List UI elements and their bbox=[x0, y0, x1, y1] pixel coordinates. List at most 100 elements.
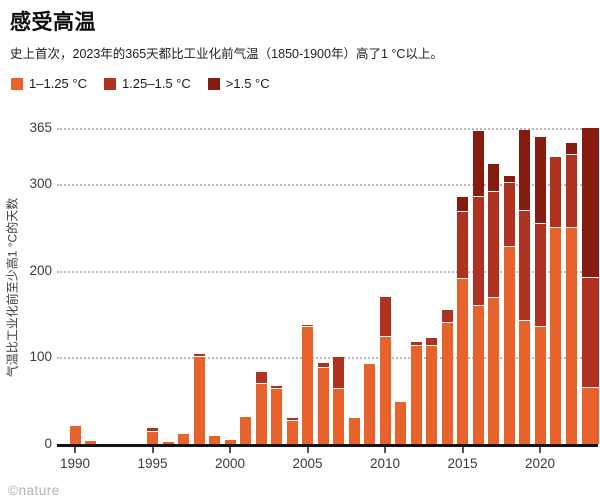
xtick-2015 bbox=[461, 447, 464, 453]
legend-label: 1.25–1.5 °C bbox=[121, 76, 191, 91]
legend: 1–1.25 °C 1.25–1.5 °C >1.5 °C bbox=[11, 76, 287, 91]
bar-segment-2019-series0 bbox=[519, 321, 530, 444]
legend-swatch-icon bbox=[103, 77, 116, 90]
bar-segment-2013-series1 bbox=[426, 337, 437, 347]
bar-2021 bbox=[550, 156, 561, 444]
bar-segment-2007-series1 bbox=[333, 357, 344, 390]
bar-segment-2006-series0 bbox=[317, 367, 329, 444]
xtick-label-2000: 2000 bbox=[214, 456, 246, 471]
bar-segment-2003-series1 bbox=[271, 386, 282, 389]
bar-2007 bbox=[333, 357, 344, 444]
bar-segment-2007-series0 bbox=[333, 389, 344, 444]
xtick-label-2005: 2005 bbox=[292, 456, 323, 471]
xtick-2010 bbox=[384, 447, 386, 453]
bar-2011 bbox=[395, 402, 406, 444]
bar-segment-2017-series0 bbox=[488, 297, 499, 444]
bar-segment-2015-series1 bbox=[457, 211, 468, 280]
ytick-label-0: 0 bbox=[44, 436, 52, 451]
bar-segment-1990-series0 bbox=[69, 425, 81, 444]
ytick-label-365: 365 bbox=[29, 120, 52, 135]
bar-segment-2016-series1 bbox=[472, 197, 484, 307]
bar-2015 bbox=[457, 197, 468, 444]
bar-segment-2015-series2 bbox=[457, 197, 468, 212]
xtick-label-2020: 2020 bbox=[524, 456, 556, 471]
bar-segment-2017-series1 bbox=[488, 192, 499, 298]
legend-item-1: 1.25–1.5 °C bbox=[103, 76, 191, 91]
bar-segment-2019-series2 bbox=[519, 129, 530, 212]
chart-subtitle: 史上首次，2023年的365天都比工业化前气温（1850-1900年）高了1 °… bbox=[10, 47, 443, 61]
bar-segment-2005-series0 bbox=[302, 327, 313, 444]
bar-2005 bbox=[302, 324, 313, 444]
bar-segment-2005-series1 bbox=[302, 324, 313, 328]
bar-segment-2000-series0 bbox=[224, 439, 236, 444]
bar-2001 bbox=[240, 417, 251, 444]
bar-segment-2023-series2 bbox=[582, 128, 599, 278]
gridline-100 bbox=[57, 357, 598, 360]
legend-swatch-icon bbox=[11, 77, 23, 90]
bar-segment-2013-series0 bbox=[426, 346, 437, 444]
bar-1998 bbox=[193, 353, 205, 444]
bar-segment-1996-series0 bbox=[162, 442, 174, 444]
bar-segment-1998-series0 bbox=[193, 357, 205, 444]
bar-segment-2022-series1 bbox=[565, 154, 577, 228]
legend-item-2: >1.5 °C bbox=[207, 76, 270, 91]
gridline-365 bbox=[57, 128, 598, 130]
bar-segment-2009-series1 bbox=[364, 362, 375, 365]
bar-2000 bbox=[224, 439, 236, 444]
bar-segment-2003-series0 bbox=[271, 388, 282, 444]
bar-2017 bbox=[488, 163, 499, 445]
bar-segment-2020-series0 bbox=[534, 327, 546, 444]
bar-2014 bbox=[441, 309, 453, 444]
bar-2008 bbox=[348, 418, 360, 444]
bar-segment-2018-series0 bbox=[503, 247, 515, 444]
bar-2018 bbox=[503, 176, 515, 444]
bar-segment-2023-series1 bbox=[582, 277, 599, 388]
legend-label: >1.5 °C bbox=[225, 76, 270, 91]
x-axis-line bbox=[57, 444, 598, 447]
bar-2023 bbox=[582, 128, 599, 444]
chart-title: 感受高温 bbox=[10, 11, 96, 34]
bar-segment-2022-series0 bbox=[565, 227, 577, 444]
bar-segment-2016-series0 bbox=[472, 306, 484, 444]
xtick-label-2015: 2015 bbox=[447, 456, 478, 471]
ytick-label-200: 200 bbox=[29, 262, 52, 278]
bar-segment-2012-series0 bbox=[410, 346, 422, 444]
gridline-200 bbox=[57, 270, 598, 273]
bar-segment-2018-series2 bbox=[503, 176, 515, 183]
bar-segment-2021-series1 bbox=[550, 156, 561, 228]
bar-1995 bbox=[147, 428, 158, 444]
bar-segment-1995-series0 bbox=[147, 431, 158, 444]
bar-segment-2016-series2 bbox=[472, 131, 484, 198]
xtick-2020 bbox=[539, 447, 541, 453]
bar-1991 bbox=[85, 441, 96, 444]
bar-segment-2002-series0 bbox=[255, 384, 267, 444]
xtick-1990 bbox=[74, 447, 76, 453]
bar-2022 bbox=[565, 142, 577, 444]
bar-segment-2019-series1 bbox=[519, 211, 530, 322]
bar-2019 bbox=[519, 129, 530, 444]
bar-segment-2014-series1 bbox=[441, 309, 453, 323]
bar-segment-2014-series0 bbox=[441, 322, 453, 444]
bar-2010 bbox=[379, 296, 391, 444]
bar-segment-2020-series1 bbox=[534, 224, 546, 328]
legend-label: 1–1.25 °C bbox=[29, 76, 87, 91]
bar-segment-2022-series2 bbox=[565, 142, 577, 155]
gridline-300 bbox=[57, 184, 598, 187]
bar-2020 bbox=[534, 136, 546, 444]
xtick-2005 bbox=[306, 447, 309, 453]
bar-1997 bbox=[178, 433, 189, 444]
bar-segment-2001-series0 bbox=[240, 417, 251, 444]
bar-segment-2004-series0 bbox=[286, 420, 298, 444]
bar-segment-2011-series0 bbox=[395, 402, 406, 444]
bar-segment-2015-series0 bbox=[457, 279, 468, 444]
bar-segment-2021-series0 bbox=[550, 227, 561, 444]
bar-segment-2004-series1 bbox=[286, 418, 298, 421]
bar-segment-1998-series1 bbox=[193, 353, 205, 358]
legend-item-0: 1–1.25 °C bbox=[11, 76, 87, 91]
legend-swatch-icon bbox=[207, 77, 220, 90]
bar-segment-2006-series1 bbox=[317, 362, 329, 368]
bar-segment-2012-series1 bbox=[410, 341, 422, 347]
nature-credit: ©nature bbox=[8, 483, 60, 498]
